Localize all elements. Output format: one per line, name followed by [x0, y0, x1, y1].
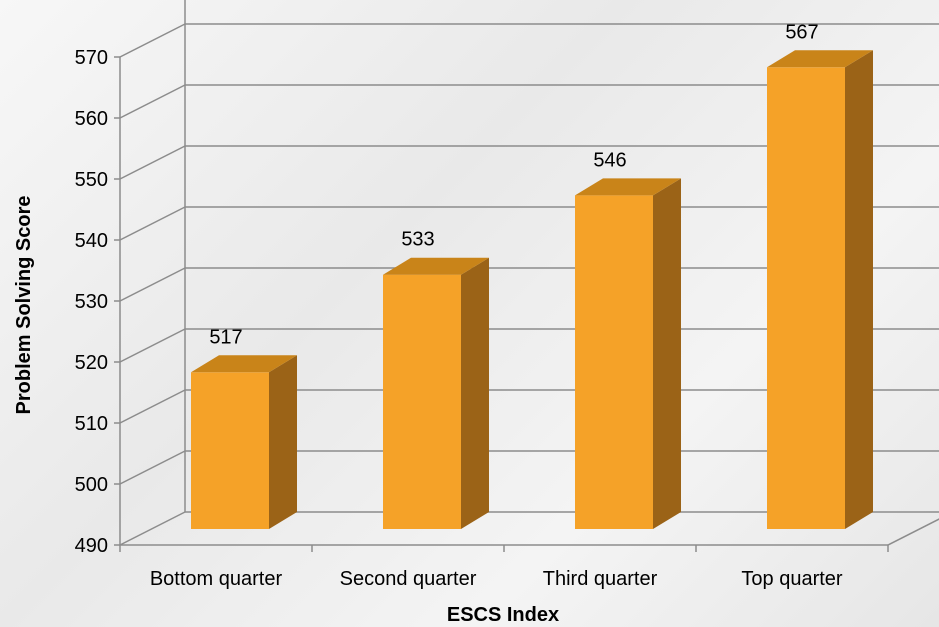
bar-top: [383, 257, 489, 275]
bar-side: [845, 50, 873, 530]
x-tick-label: Top quarter: [741, 568, 843, 590]
x-tick-label: Third quarter: [543, 568, 658, 590]
data-label: 533: [401, 229, 434, 251]
bar-side: [653, 178, 681, 529]
bar-3: [575, 178, 681, 529]
data-label: 517: [209, 326, 242, 348]
y-tick-label: 550: [75, 169, 108, 191]
y-tick-label: 500: [75, 474, 108, 496]
gridline-diagonal: [119, 267, 186, 302]
gridline-diagonal: [119, 84, 186, 119]
labels: 517 Bottom quarter 533 Second quarter 546 Thi…: [150, 21, 843, 590]
gridline-diagonal: [119, 23, 186, 58]
bar-side: [269, 355, 297, 529]
bar-side: [461, 257, 489, 529]
data-label: 546: [593, 149, 626, 171]
bar-top: [767, 50, 873, 68]
x-axis-title: ESCS Index: [447, 604, 559, 626]
x-tick-label: Second quarter: [340, 568, 477, 590]
data-label: 567: [785, 21, 818, 43]
y-tick-label: 570: [75, 47, 108, 69]
bars: [191, 50, 873, 530]
y-axis-title: Problem Solving Score: [13, 196, 35, 415]
bar-1: [191, 355, 297, 529]
gridline-diagonal: [119, 328, 186, 363]
y-tick-label: 530: [75, 291, 108, 313]
floor-edge: [887, 518, 939, 546]
gridline-diagonal: [119, 206, 186, 241]
bar-2: [383, 257, 489, 529]
bar-front: [383, 274, 461, 529]
gridline-diagonal: [119, 450, 186, 485]
bar-top: [191, 355, 297, 373]
y-tick-label: 520: [75, 352, 108, 374]
gridline-diagonal: [119, 511, 186, 546]
bar-front: [767, 67, 845, 530]
y-tick-label: 540: [75, 230, 108, 252]
x-tick-label: Bottom quarter: [150, 568, 283, 590]
bar-4: [767, 50, 873, 530]
bar-top: [575, 178, 681, 196]
gridline-diagonal: [119, 145, 186, 180]
y-tick-label: 560: [75, 108, 108, 130]
bar-front: [191, 372, 269, 529]
bar-front: [575, 195, 653, 529]
y-tick-label: 490: [75, 535, 108, 557]
y-tick-label: 510: [75, 413, 108, 435]
axes: 490 500 510 520 530 540 550 560 570: [75, 47, 889, 557]
gridline-diagonal: [119, 389, 186, 424]
